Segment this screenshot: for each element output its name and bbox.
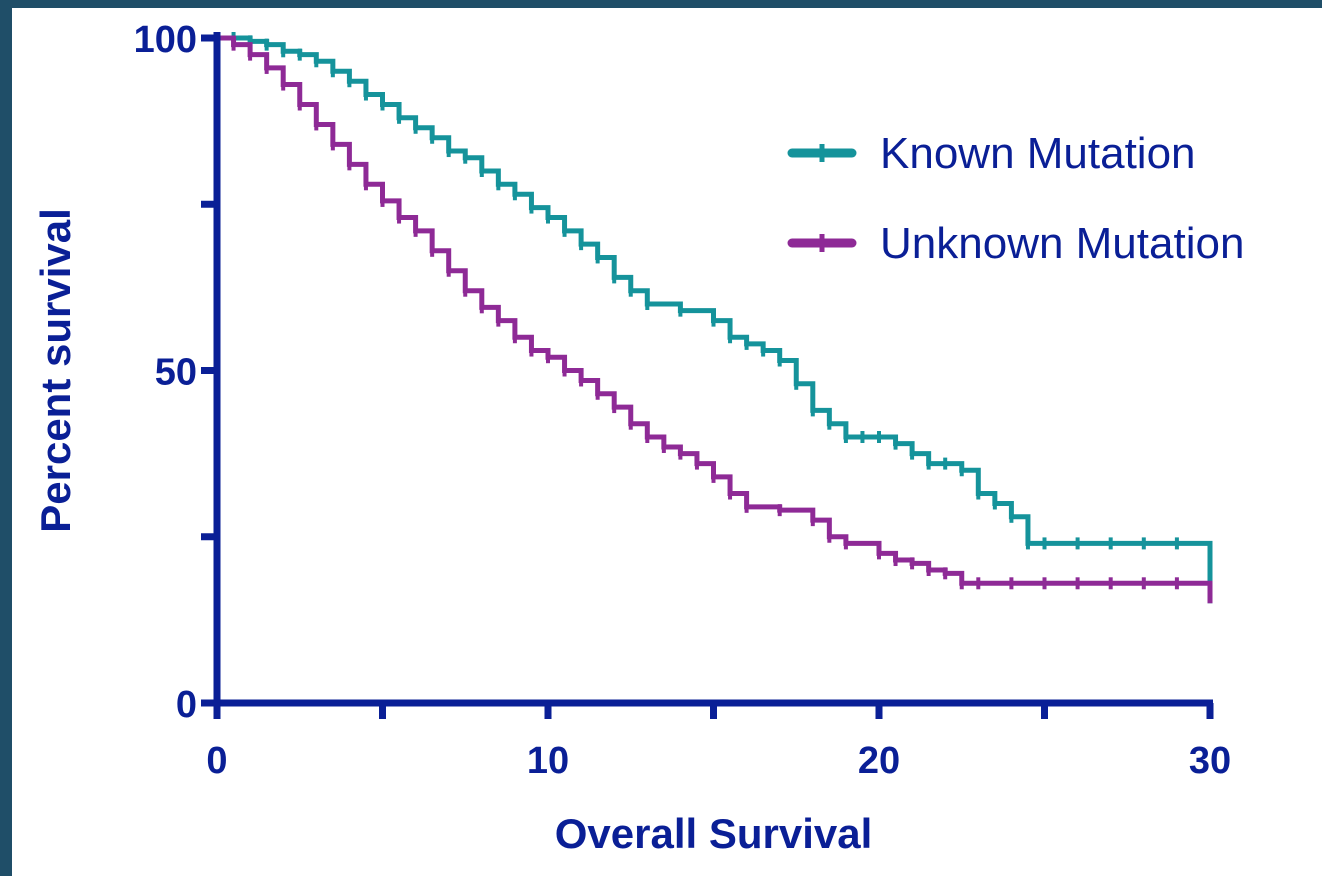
x-tick-label: 20 bbox=[858, 740, 900, 782]
y-tick-label: 0 bbox=[176, 684, 197, 726]
legend-label: Unknown Mutation bbox=[880, 219, 1244, 268]
labels-layer: 0 10 20 30 0 50 100 Overall Survival Percent sur… bbox=[32, 19, 1231, 857]
series-0-group bbox=[217, 32, 1213, 604]
legend-item-1: Unknown Mutation bbox=[787, 219, 1244, 268]
y-tick-label: 50 bbox=[155, 352, 197, 394]
legend-label: Known Mutation bbox=[880, 129, 1196, 178]
axes-layer bbox=[201, 32, 1214, 719]
chart-panel: 0 10 20 30 0 50 100 Overall Survival Percent sur… bbox=[12, 8, 1322, 876]
series-layer bbox=[217, 32, 1213, 604]
x-tick-label: 0 bbox=[206, 740, 227, 782]
x-tick-label: 30 bbox=[1189, 740, 1231, 782]
legend: Known Mutation Unknown Mutation bbox=[787, 129, 1244, 268]
y-tick-label: 100 bbox=[134, 19, 197, 61]
y-axis-title: Percent survival bbox=[32, 208, 79, 533]
x-tick-label: 10 bbox=[527, 740, 569, 782]
x-axis-title: Overall Survival bbox=[555, 810, 873, 857]
series-0-line bbox=[217, 35, 1213, 604]
series-1-group bbox=[217, 35, 1213, 604]
survival-chart: 0 10 20 30 0 50 100 Overall Survival Percent sur… bbox=[32, 19, 1244, 857]
legend-item-0: Known Mutation bbox=[787, 129, 1196, 178]
